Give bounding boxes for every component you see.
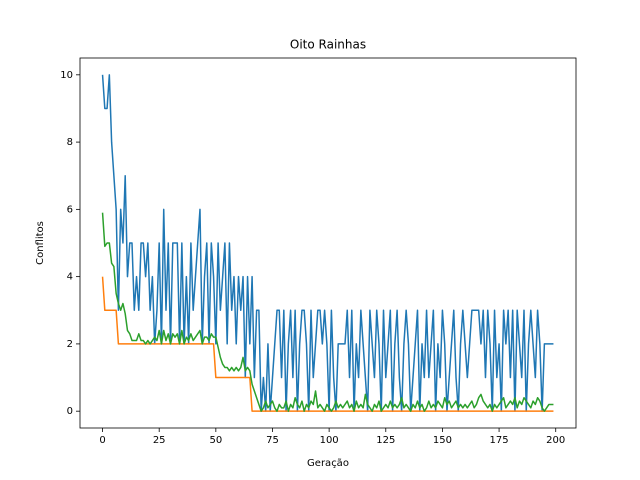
line-series (101, 74, 554, 412)
y-tick-label: 6 (67, 204, 73, 215)
x-tick-label: 100 (320, 435, 339, 446)
x-tick-label: 150 (433, 435, 452, 446)
x-tick-label: 25 (153, 435, 166, 446)
x-tick-label: 50 (209, 435, 222, 446)
x-tick-label: 125 (376, 435, 395, 446)
y-tick-label: 10 (60, 70, 73, 81)
y-axis-label: Conflitos (35, 221, 46, 265)
y-tick-label: 4 (67, 272, 73, 283)
y-tick-label: 8 (67, 137, 73, 148)
chart-title: Oito Rainhas (290, 38, 366, 52)
x-tick-label: 200 (546, 435, 565, 446)
line-series (101, 212, 554, 412)
y-tick-label: 2 (67, 339, 73, 350)
line-series (101, 276, 554, 412)
x-tick-label: 75 (266, 435, 279, 446)
y-tick-label: 0 (67, 406, 73, 417)
plot-frame (79, 57, 577, 429)
x-tick-label: 0 (99, 435, 105, 446)
x-axis-label: Geração (307, 458, 349, 469)
x-tick-label: 175 (490, 435, 509, 446)
